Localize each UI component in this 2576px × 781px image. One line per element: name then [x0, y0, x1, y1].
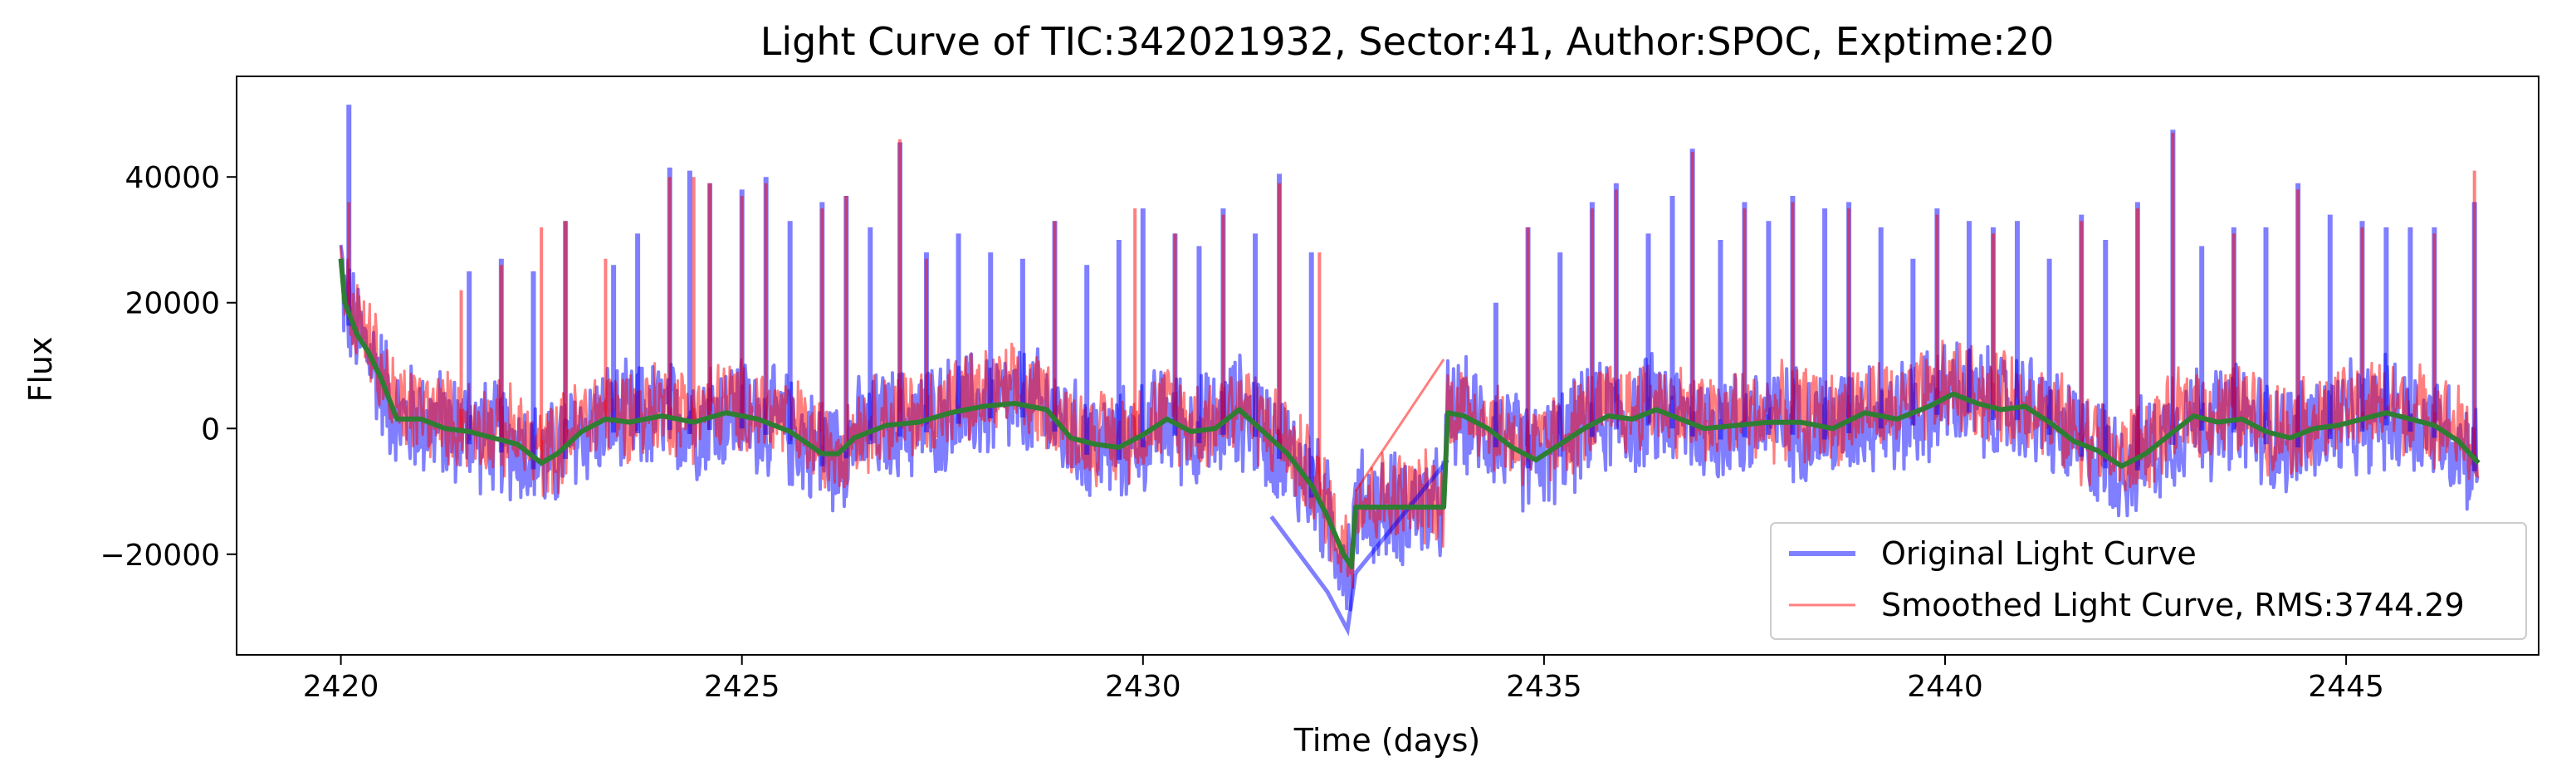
series-original-gap-connector: [1353, 458, 1449, 575]
chart-title: Light Curve of TIC:342021932, Sector:41,…: [760, 19, 2055, 64]
plot-area: [236, 76, 2539, 656]
series-trend-line: [338, 258, 2481, 569]
x-tick-label: 2420: [303, 670, 379, 704]
series-smoothed-gap-connector: [1354, 359, 1445, 492]
legend-label-smoothed: Smoothed Light Curve, RMS:3744.29: [1881, 587, 2465, 623]
x-tick-label: 2440: [1907, 670, 1983, 704]
legend: Original Light Curve Smoothed Light Curv…: [1770, 522, 2527, 640]
y-axis-ticks: −20000 0 20000 40000: [100, 161, 237, 573]
x-tick-label: 2425: [704, 670, 780, 704]
x-tick-label: 2430: [1105, 670, 1181, 704]
x-tick-label: 2445: [2308, 670, 2384, 704]
y-tick-label: 40000: [125, 161, 220, 195]
y-tick-label: −20000: [100, 539, 220, 573]
x-axis-label: Time (days): [1293, 722, 1480, 759]
x-tick-label: 2435: [1506, 670, 1582, 704]
x-axis-ticks: 2420 2425 2430 2435 2440 2445: [303, 655, 2384, 704]
y-tick-label: 20000: [125, 287, 220, 321]
plot-frame: [236, 76, 2539, 656]
series-smoothed-light-curve: [340, 246, 2480, 588]
series-original-dip: [1269, 515, 1358, 637]
y-axis-label: Flux: [22, 337, 59, 403]
legend-box: [1770, 522, 2527, 640]
legend-label-original: Original Light Curve: [1881, 535, 2197, 572]
series-layer: [338, 105, 2481, 637]
y-tick-label: 0: [201, 412, 220, 447]
